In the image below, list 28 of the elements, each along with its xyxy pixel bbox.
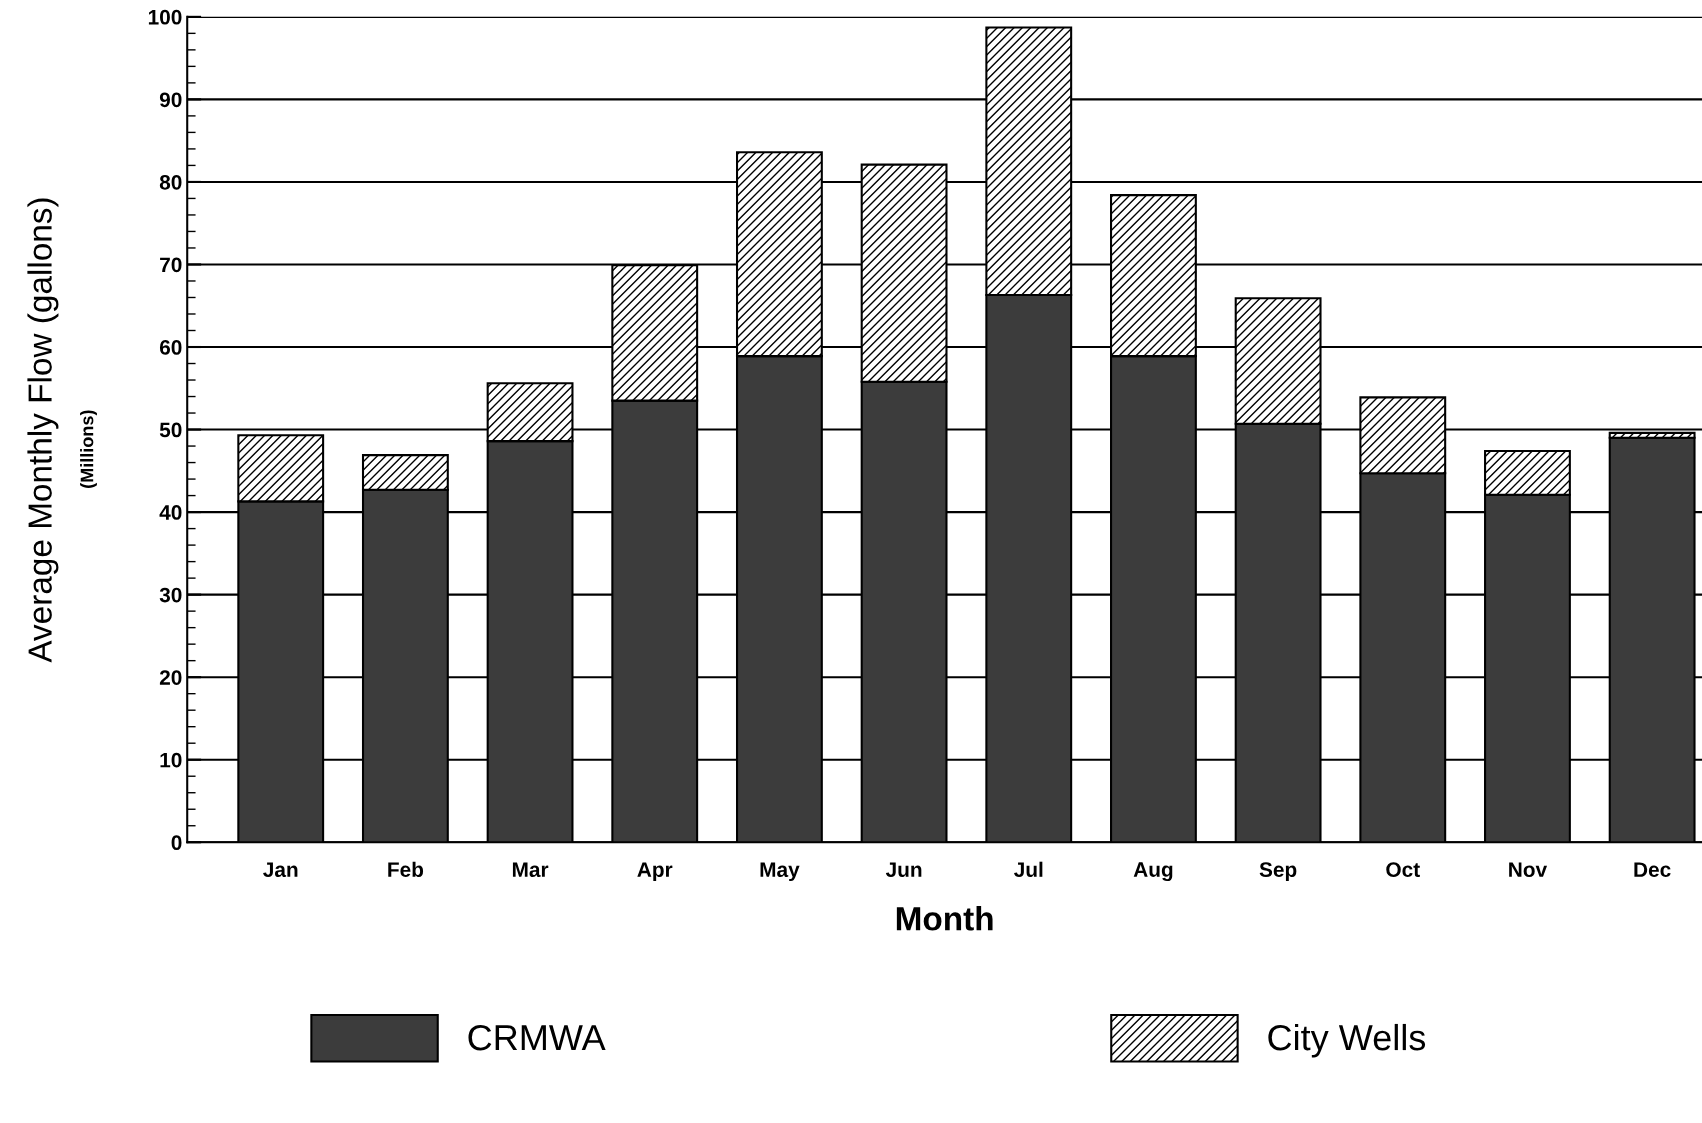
y-tick-label: 60 xyxy=(159,340,182,355)
text: (Millions) xyxy=(80,410,97,488)
y-tick-label: 0 xyxy=(171,835,182,850)
y-tick-label: 10 xyxy=(160,752,182,768)
y-tick-label: 100 xyxy=(148,9,182,25)
x-tick-label: Mar xyxy=(512,862,549,877)
x-tick-label: Dec xyxy=(1634,862,1671,877)
x-tick-label: Oct xyxy=(1386,862,1420,877)
x-tick-label: Aug xyxy=(1133,862,1173,882)
x-axis-title: Month xyxy=(896,906,993,931)
legend-label: CRMWA xyxy=(468,1024,606,1051)
x-tick-label: Jul xyxy=(1014,861,1043,877)
y-tick-label: 80 xyxy=(159,174,182,190)
y-tick-label: 30 xyxy=(159,587,182,603)
x-tick-label: May xyxy=(760,862,800,882)
y-axis-title: Average Monthly Flow (gallons) xyxy=(27,198,59,663)
x-tick-label: Sep xyxy=(1259,862,1297,882)
y-tick-label: 50 xyxy=(159,422,182,438)
y-tick-label: 90 xyxy=(159,92,182,108)
y-tick-label: 70 xyxy=(160,257,182,273)
x-tick-label: Feb xyxy=(388,861,424,877)
x-tick-label: Jun xyxy=(885,862,922,877)
y-tick-label: 20 xyxy=(159,670,182,685)
y-tick-label: 40 xyxy=(159,505,182,520)
legend-label: City Wells xyxy=(1268,1023,1426,1058)
x-tick-label: Jan xyxy=(263,862,298,877)
x-tick-label: Nov xyxy=(1509,862,1548,877)
x-tick-label: Apr xyxy=(637,862,673,882)
